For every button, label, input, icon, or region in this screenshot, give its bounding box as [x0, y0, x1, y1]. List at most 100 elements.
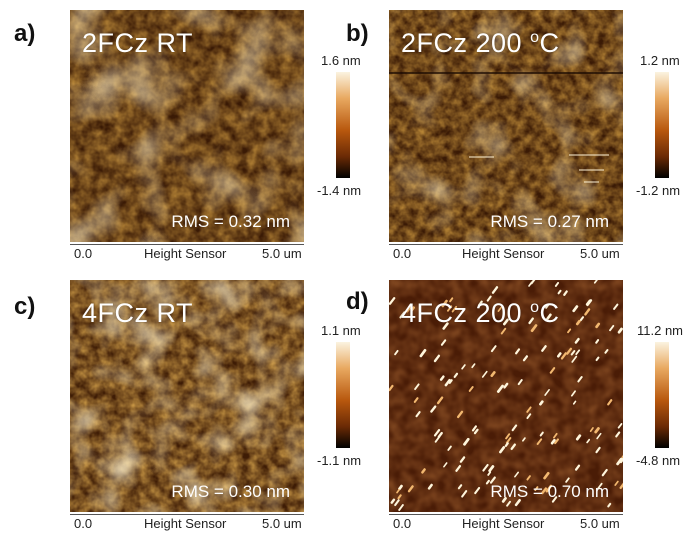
crystallite-mark	[545, 303, 550, 309]
panel-a-colorbar-max: 1.6 nm	[321, 53, 361, 68]
crystallite-mark	[614, 480, 619, 486]
crystallite-mark	[446, 305, 453, 312]
afm-image-4fcz-200c: 4FCz 200 oC RMS = 0.70 nm	[389, 280, 623, 512]
crystallite-mark	[565, 477, 570, 483]
crystallite-mark	[579, 316, 585, 322]
crystallite-mark	[436, 396, 444, 405]
crystallite-mark	[572, 305, 579, 313]
crystallite-mark	[490, 371, 496, 378]
crystallite-mark	[557, 289, 562, 295]
crystallite-mark	[499, 446, 506, 454]
crystallite-mark	[584, 308, 591, 316]
crystallite-mark	[451, 305, 458, 313]
afm-image-4fcz-rt: 4FCz RT RMS = 0.30 nm	[70, 280, 304, 512]
panel-a-axis-label: Height Sensor	[144, 246, 227, 261]
crystallite-mark	[528, 281, 533, 287]
panel-a-colorbar-min: -1.4 nm	[317, 183, 362, 198]
panel-d-axis	[389, 514, 623, 515]
crystallite-mark	[413, 397, 419, 403]
crystallite-mark	[539, 431, 544, 437]
crystallite-mark	[575, 349, 581, 356]
crystallite-mark	[526, 406, 532, 413]
crystallite-mark	[575, 434, 582, 441]
crystallite-mark	[601, 468, 608, 477]
crystallite-mark	[490, 345, 497, 353]
crystallite-mark	[394, 499, 400, 507]
panel-c-letter: c)	[14, 293, 36, 320]
crystallite-mark	[514, 499, 521, 507]
crystallite-mark	[577, 376, 583, 383]
panel-a-title: 2FCz RT	[82, 28, 194, 58]
panel-b-rms: RMS = 0.27 nm	[490, 212, 609, 231]
panel-d-letter: d)	[346, 288, 369, 315]
crystallite-mark	[613, 303, 619, 310]
crystallite-mark	[526, 413, 532, 420]
panel-b-axis-start: 0.0	[393, 246, 412, 261]
panel-a-colorbar	[336, 72, 350, 178]
crystallite-mark	[433, 429, 441, 437]
crystallite-mark	[545, 313, 552, 322]
crystallite-mark	[489, 476, 496, 484]
crystallite-mark	[421, 468, 426, 474]
panel-a-axis-start: 0.0	[74, 246, 93, 261]
crystallite-mark	[522, 355, 529, 362]
crystallite-mark	[433, 354, 441, 363]
crystallite-mark	[607, 399, 613, 406]
crystallite-mark	[554, 438, 559, 445]
crystallite-mark	[563, 290, 568, 296]
panel-c-axis	[70, 514, 304, 515]
crystallite-mark	[552, 432, 558, 439]
crystallite-mark	[534, 486, 539, 492]
crystallite-mark	[545, 484, 553, 493]
crystallite-mark	[481, 370, 488, 378]
crystallite-mark	[456, 410, 464, 419]
crystallite-mark	[586, 299, 593, 307]
crystallite-mark	[575, 319, 581, 326]
crystallite-mark	[398, 504, 404, 511]
crystallite-mark	[434, 435, 441, 443]
crystallite-mark	[566, 347, 573, 355]
panel-b-axis	[389, 244, 623, 245]
crystallite-mark	[471, 363, 476, 369]
crystallite-mark	[482, 463, 489, 472]
panel-d-title: 4FCz 200 oC	[401, 298, 560, 328]
crystallite-mark	[488, 465, 495, 473]
panel-d-colorbar-max: 11.2 nm	[637, 323, 684, 338]
crystallite-mark	[595, 339, 600, 344]
panel-b-colorbar-max: 1.2 nm	[640, 53, 680, 68]
crystallite-mark	[567, 328, 572, 334]
crystallite-mark	[410, 306, 415, 312]
crystallite-mark	[449, 297, 454, 303]
crystallite-mark	[541, 345, 547, 352]
panel-c-axis-end: 5.0 um	[262, 516, 302, 531]
crystallite-mark	[511, 424, 518, 432]
crystallite-mark	[457, 484, 463, 490]
crystallite-mark	[539, 400, 544, 406]
panel-a-rms: RMS = 0.32 nm	[171, 212, 290, 231]
panel-b-colorbar-min: -1.2 nm	[636, 183, 681, 198]
crystallite-mark	[453, 372, 459, 379]
crystallite-mark	[504, 442, 509, 447]
crystallite-mark	[604, 349, 609, 354]
panel-a-axis	[70, 244, 304, 245]
afm-image-2fcz-rt: 2FCz RT RMS = 0.32 nm	[70, 10, 304, 242]
crystallite-mark	[491, 286, 499, 294]
panel-d-rms: RMS = 0.70 nm	[490, 482, 609, 501]
crystallite-mark	[407, 485, 414, 493]
crystallite-mark	[571, 355, 578, 363]
crystallite-mark	[441, 299, 448, 308]
panel-a-letter: a)	[14, 20, 36, 47]
crystallite-mark	[574, 464, 581, 471]
crystallite-mark	[621, 455, 623, 459]
crystallite-mark	[528, 317, 534, 325]
crystallite-mark	[439, 375, 445, 381]
crystallite-mark	[607, 502, 612, 508]
crystallite-mark	[405, 305, 413, 313]
crystallite-mark	[503, 382, 509, 389]
crystallite-mark	[572, 400, 577, 405]
crystallite-mark	[414, 383, 420, 391]
crystallite-mark	[560, 352, 567, 360]
crystallite-mark	[398, 484, 403, 491]
crystallite-mark	[506, 500, 511, 507]
crystallite-mark	[617, 456, 623, 464]
